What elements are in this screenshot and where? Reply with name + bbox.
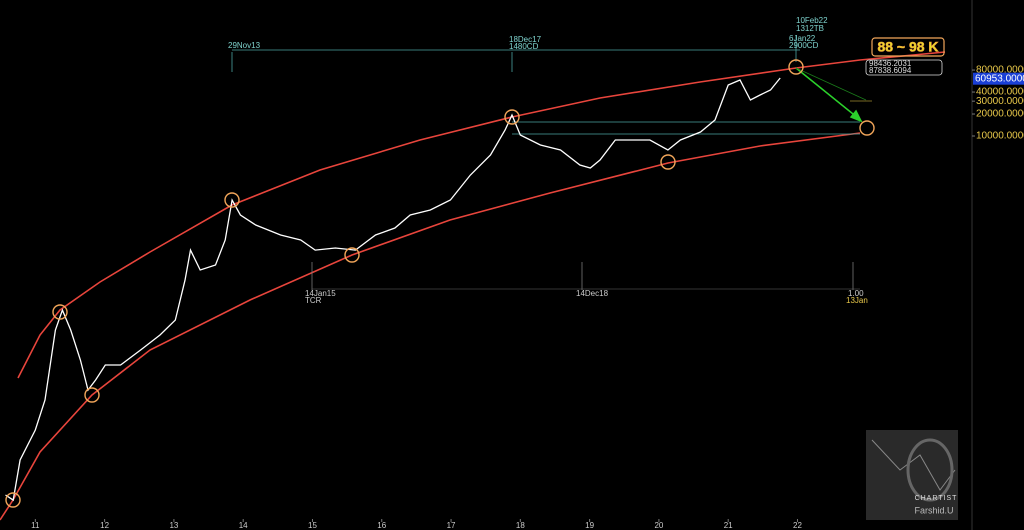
target-box xyxy=(871,37,945,57)
y-tick-label: 30000.0000 xyxy=(976,96,1024,107)
x-tick-label: 21 xyxy=(724,521,733,530)
x-tick-label: 18 xyxy=(516,521,525,530)
annotation: 18Dec17 xyxy=(509,35,542,44)
x-tick-label: 19 xyxy=(585,521,594,530)
x-tick-label: 17 xyxy=(447,521,456,530)
arrow xyxy=(795,67,859,119)
annotation: 1480CD xyxy=(509,42,539,51)
annotation: 1312TB xyxy=(796,24,824,33)
annotation: TCR xyxy=(305,296,322,305)
y-tick-label: 20000.0000 xyxy=(976,109,1024,120)
price-label: 98436.2031 xyxy=(869,59,912,68)
annotation: 2900CD xyxy=(789,41,819,50)
x-tick-label: 20 xyxy=(654,521,663,530)
pivot-circle xyxy=(504,109,520,125)
annotation: 6Jan22 xyxy=(789,34,816,43)
y-tick-label: 80000.0000 xyxy=(976,65,1024,76)
x-tick-label: 12 xyxy=(100,521,109,530)
y-tick-label: 10000.0000 xyxy=(976,131,1024,142)
watermark: CHARTIST Farshid.U xyxy=(866,430,958,520)
arrow xyxy=(795,67,867,101)
x-tick-label: 14 xyxy=(239,521,248,530)
watermark-art xyxy=(871,439,956,491)
pivot-circle xyxy=(859,120,875,136)
pivot-circle xyxy=(660,154,676,170)
x-tick-label: 11 xyxy=(31,521,40,530)
target-label: 88 ~ 98 K xyxy=(877,39,938,55)
pivot-circle xyxy=(344,247,360,263)
x-tick-label: 16 xyxy=(377,521,386,530)
x-tick-label: 22 xyxy=(793,521,802,530)
y-tick-label: 40000.0000 xyxy=(976,87,1024,98)
watermark-text: Farshid.U xyxy=(914,505,953,515)
watermark-text: CHARTIST xyxy=(915,495,958,502)
annotation: 13Jan xyxy=(846,296,868,305)
price-box xyxy=(865,59,943,76)
pivot-circle xyxy=(52,304,68,320)
last-price-box xyxy=(973,72,1024,85)
watermark-art xyxy=(906,438,954,502)
last-price-label: 60953.0000 xyxy=(975,73,1024,84)
lower-channel xyxy=(0,132,861,521)
annotation: 14Jan15 xyxy=(305,289,336,298)
annotation: 10Feb22 xyxy=(796,16,828,25)
price-label: 87838.6094 xyxy=(869,66,912,75)
arrowhead xyxy=(849,109,863,123)
annotation: 29Nov13 xyxy=(228,41,261,50)
annotation: 14Dec18 xyxy=(576,289,609,298)
upper-channel xyxy=(17,51,946,379)
price-line xyxy=(5,77,781,502)
pivot-circle xyxy=(84,387,100,403)
pivot-circle xyxy=(224,192,240,208)
annotation: 1.00 xyxy=(848,289,864,298)
x-tick-label: 15 xyxy=(308,521,317,530)
x-tick-label: 13 xyxy=(169,521,178,530)
pivot-circle xyxy=(788,59,804,75)
pivot-circle xyxy=(5,492,21,508)
